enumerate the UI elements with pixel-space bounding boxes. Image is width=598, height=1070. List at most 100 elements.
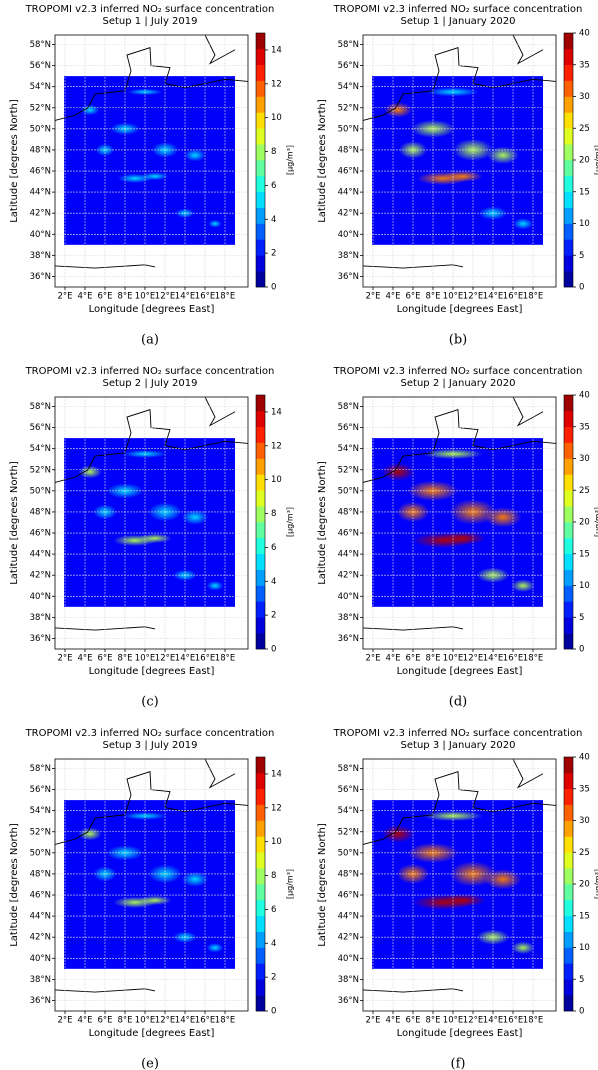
colorbar-band: [256, 48, 265, 66]
colorbar-tick-label: 35: [579, 422, 590, 432]
y-tick-label: 52°N: [338, 465, 359, 475]
y-tick-label: 38°N: [30, 251, 51, 261]
panel-subtitle: Setup 2 | July 2019: [103, 378, 198, 389]
x-tick-label: 18°E: [523, 654, 543, 664]
colorbar-tick-label: 2: [271, 249, 276, 259]
x-tick-label: 18°E: [523, 1016, 543, 1026]
coastline: [512, 34, 544, 65]
colorbar-tick-label: 0: [271, 645, 276, 655]
colorbar-band: [564, 64, 573, 81]
y-tick-label: 54°N: [30, 82, 51, 92]
coastline: [204, 396, 236, 427]
y-tick-label: 56°N: [338, 785, 359, 795]
colorbar-band: [564, 33, 573, 50]
x-tick-label: 6°E: [97, 292, 112, 302]
x-tick-label: 2°E: [57, 1016, 72, 1026]
x-tick-label: 6°E: [97, 1016, 112, 1026]
no2-hotspot: [381, 824, 415, 843]
colorbar-band: [256, 255, 265, 272]
x-tick-label: 16°E: [195, 292, 215, 302]
colorbar-band: [256, 979, 265, 996]
y-tick-label: 58°N: [30, 764, 51, 774]
colorbar-tick-label: 5: [579, 613, 584, 623]
map-frame: [54, 396, 249, 650]
colorbar-tick-label: 0: [271, 1007, 276, 1017]
x-tick-label: 2°E: [57, 654, 72, 664]
colorbar-band: [256, 490, 265, 507]
colorbar-band: [256, 80, 265, 97]
x-tick-label: 4°E: [385, 654, 400, 664]
panel-subtitle: Setup 1 | July 2019: [103, 16, 198, 27]
colorbar-tick-label: 20: [579, 518, 590, 528]
y-tick-label: 50°N: [30, 848, 51, 858]
colorbar-band: [256, 271, 265, 288]
colorbar-tick-label: 12: [271, 803, 282, 813]
panel-caption: (f): [451, 1057, 466, 1070]
x-tick-label: 18°E: [215, 1016, 235, 1026]
map-panel: TROPOMI v2.3 inferred NO₂ surface concen…: [9, 366, 295, 710]
x-tick-label: 4°E: [385, 1016, 400, 1026]
y-tick-label: 36°N: [30, 996, 51, 1006]
colorbar-band: [564, 191, 573, 208]
no2-hotspot: [181, 871, 209, 887]
x-tick-label: 8°E: [117, 1016, 132, 1026]
colorbar-band: [564, 239, 573, 256]
y-tick-label: 44°N: [30, 912, 51, 922]
colorbar-tick-label: 12: [271, 79, 282, 89]
no2-hotspot: [78, 465, 102, 479]
y-tick-label: 38°N: [338, 613, 359, 623]
x-tick-label: 16°E: [503, 1016, 523, 1026]
colorbar-band: [564, 884, 573, 901]
coastline: [362, 47, 557, 121]
panel-caption: (c): [141, 695, 158, 710]
no2-hotspot: [181, 509, 209, 525]
colorbar-tick-label: 14: [271, 407, 282, 417]
panel-title: TROPOMI v2.3 inferred NO₂ surface concen…: [333, 728, 583, 739]
y-tick-label: 46°N: [30, 529, 51, 539]
colorbar-label: [µg/m³]: [594, 869, 598, 899]
x-tick-label: 4°E: [77, 654, 92, 664]
x-tick-label: 14°E: [175, 654, 195, 664]
colorbar-band: [564, 160, 573, 177]
x-tick-label: 6°E: [405, 654, 420, 664]
y-tick-label: 50°N: [30, 486, 51, 496]
colorbar-tick-label: 20: [579, 880, 590, 890]
no2-hotspot: [487, 146, 519, 165]
no2-field: [64, 800, 235, 969]
colorbar-band: [256, 239, 265, 256]
colorbar-tick-label: 30: [579, 816, 590, 826]
coastline: [54, 771, 249, 845]
colorbar-band: [256, 788, 265, 805]
x-axis-label: Longitude [degrees East]: [397, 304, 523, 315]
y-tick-label: 58°N: [338, 40, 359, 50]
colorbar-tick-label: 30: [579, 92, 590, 102]
colorbar-band: [564, 128, 573, 145]
colorbar-band: [256, 836, 265, 853]
colorbar-band: [256, 458, 265, 475]
colorbar-tick-label: 4: [271, 577, 276, 587]
no2-hotspot: [513, 218, 533, 230]
x-axis-label: Longitude [degrees East]: [89, 304, 215, 315]
x-tick-label: 6°E: [97, 654, 112, 664]
colorbar-band: [564, 96, 573, 113]
y-tick-label: 36°N: [338, 996, 359, 1006]
panel-title: TROPOMI v2.3 inferred NO₂ surface concen…: [25, 366, 275, 377]
colorbar-tick-label: 15: [579, 911, 590, 921]
no2-hotspot: [206, 943, 224, 953]
y-tick-label: 44°N: [338, 188, 359, 198]
x-tick-label: 8°E: [425, 1016, 440, 1026]
colorbar-band: [564, 223, 573, 240]
y-tick-label: 58°N: [30, 402, 51, 412]
x-tick-label: 12°E: [155, 1016, 175, 1026]
colorbar-band: [256, 395, 265, 412]
colorbar-band: [564, 915, 573, 932]
no2-hotspot: [384, 102, 412, 118]
y-tick-label: 50°N: [338, 486, 359, 496]
no2-hotspot: [184, 149, 206, 162]
x-axis-label: Longitude [degrees East]: [89, 666, 215, 677]
map-frame: [362, 758, 557, 1012]
panel-title: TROPOMI v2.3 inferred NO₂ surface concen…: [333, 4, 583, 15]
colorbar-band: [564, 442, 573, 459]
no2-field: [64, 438, 235, 607]
colorbar-band: [256, 442, 265, 459]
